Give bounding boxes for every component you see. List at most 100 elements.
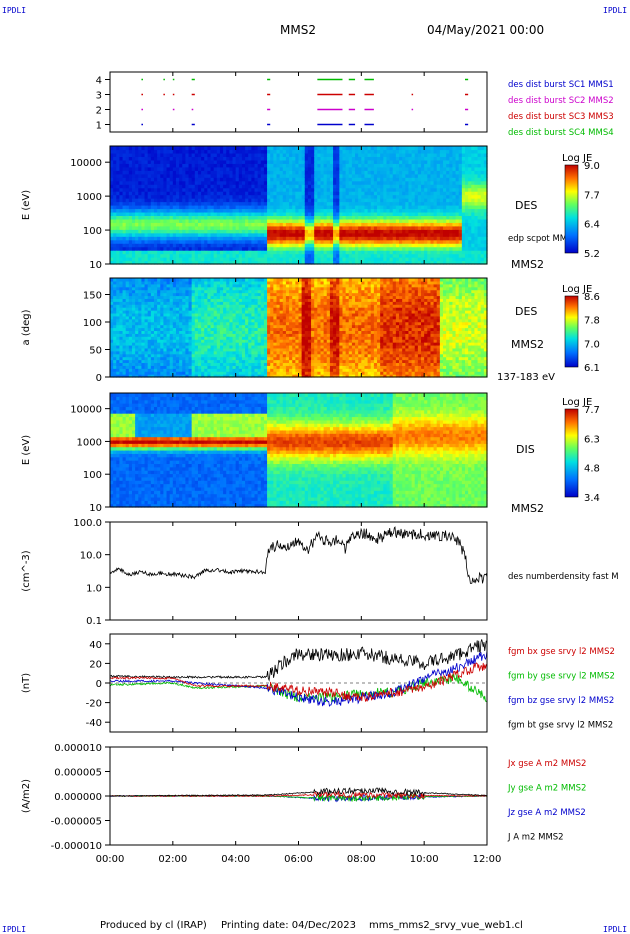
des-colorbar-title: Log JE — [562, 153, 592, 164]
des-cell — [395, 166, 400, 171]
des-cell — [150, 177, 155, 182]
des-cell — [263, 177, 268, 182]
des-cell — [282, 166, 287, 171]
des-cell — [110, 218, 114, 223]
des-cell — [314, 260, 318, 265]
des-cell — [408, 166, 413, 171]
des-cell — [421, 177, 425, 182]
des-cell — [273, 229, 278, 234]
des-cell — [188, 257, 193, 262]
des-cell — [348, 173, 353, 178]
des-cell — [329, 222, 334, 227]
des-cell — [223, 205, 227, 210]
des-cell — [389, 208, 394, 213]
des-cell — [320, 260, 325, 265]
pitch-cell — [119, 339, 124, 343]
pitch-cell — [110, 321, 114, 326]
des-cell — [188, 208, 193, 213]
des-cell — [411, 215, 416, 220]
des-cell — [235, 194, 240, 199]
des-cell — [204, 159, 208, 164]
des-cell — [311, 173, 315, 178]
des-cell — [364, 201, 369, 206]
des-cell — [116, 184, 121, 189]
des-cell — [298, 194, 303, 199]
des-cell — [333, 260, 337, 265]
des-cell — [455, 229, 460, 234]
des-cell — [314, 211, 318, 217]
des-cell — [147, 236, 152, 241]
des-cell — [138, 201, 143, 206]
des-cell — [251, 173, 256, 178]
des-cell — [471, 222, 476, 227]
des-cell — [436, 218, 441, 223]
des-cell — [348, 201, 353, 206]
des-cell — [342, 152, 347, 158]
des-cell — [483, 229, 488, 234]
des-cell — [150, 236, 155, 241]
des-cell — [414, 239, 419, 244]
des-cell — [128, 236, 133, 241]
des-cell — [345, 191, 350, 196]
des-cell — [141, 250, 146, 255]
des-cell — [201, 246, 205, 251]
des-cell — [402, 149, 406, 154]
des-cell — [364, 225, 369, 230]
des-cell — [241, 246, 246, 251]
des-cell — [298, 170, 303, 175]
des-cell — [207, 232, 212, 237]
des-cell — [471, 149, 476, 154]
des-cell — [185, 163, 190, 168]
des-cell — [248, 173, 252, 178]
des-cell — [446, 198, 450, 203]
des-cell — [144, 166, 149, 171]
des-cell — [210, 159, 215, 164]
des-cell — [339, 222, 344, 227]
des-cell — [182, 152, 186, 158]
des-cell — [333, 198, 337, 203]
des-cell — [223, 191, 227, 196]
des-cell — [443, 208, 447, 213]
des-cell — [361, 163, 366, 168]
des-cell — [408, 194, 413, 199]
des-cell — [430, 215, 435, 220]
des-cell — [465, 170, 469, 175]
des-cell — [119, 229, 124, 234]
des-cell — [320, 173, 325, 178]
des-cell — [147, 170, 152, 175]
des-cell — [323, 191, 328, 196]
des-cell — [455, 215, 460, 220]
des-cell — [355, 156, 359, 161]
des-cell — [172, 236, 177, 241]
des-cell — [351, 166, 356, 171]
des-cell — [276, 225, 281, 230]
des-cell — [279, 229, 284, 234]
des-cell — [411, 236, 416, 241]
des-cell — [235, 225, 240, 230]
des-cell — [358, 257, 362, 262]
des-cell — [216, 170, 221, 175]
des-cell — [392, 146, 397, 151]
des-cell — [213, 173, 218, 178]
des-cell — [386, 180, 391, 185]
des-cell — [465, 232, 469, 237]
des-cell — [477, 156, 482, 161]
des-cell — [279, 146, 284, 151]
pitch-cell — [110, 336, 114, 340]
des-cell — [153, 243, 158, 248]
des-cell — [405, 250, 410, 255]
des-cell — [292, 177, 296, 182]
des-cell — [226, 166, 230, 171]
des-cell — [348, 159, 353, 164]
des-cell — [298, 211, 303, 217]
des-cell — [254, 229, 259, 234]
des-cell — [191, 173, 196, 178]
des-cell — [131, 146, 136, 151]
des-cell — [345, 236, 350, 241]
des-cell — [405, 166, 410, 171]
des-cell — [326, 166, 331, 171]
des-cell — [128, 201, 133, 206]
des-cell — [411, 156, 416, 161]
des-cell — [373, 187, 378, 192]
des-cell — [389, 152, 394, 158]
